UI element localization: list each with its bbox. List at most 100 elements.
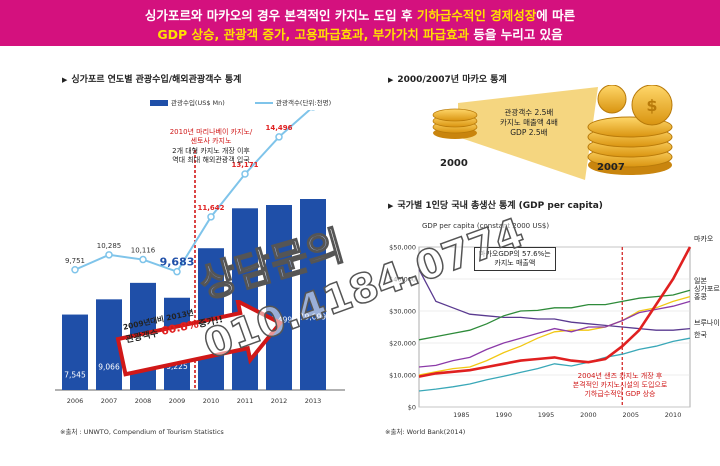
macau-callout-line: 관광객수 2.5배	[504, 108, 554, 117]
revenue-bar	[62, 314, 88, 390]
banner-text: 등을 누리고 있음	[469, 27, 563, 42]
visitor-point-label: 13,171	[231, 161, 258, 169]
gdp-annotation-line: 2004년 샌즈 카지노 개장 후	[577, 372, 663, 380]
visitor-point-label: 9,751	[65, 257, 85, 265]
y-tick-label: $10,000	[389, 372, 416, 380]
revenue-bar-label: 9,066	[98, 363, 120, 372]
header-banner: 싱가포르와 마카오의 경우 본격적인 카지노 도입 후 기하급수적인 경제성장에…	[0, 0, 720, 46]
revenue-bar	[266, 205, 292, 390]
banner-highlight: GDP 상승, 관광객 증가, 고용파급효과, 부가가치 파급효과	[157, 27, 470, 42]
series-label: 브루나이	[694, 318, 720, 327]
year-tick-label: 2009	[169, 397, 186, 405]
legend-bar-label: 관광수입(US$ Mn)	[171, 99, 225, 107]
visitor-point	[207, 213, 215, 221]
casino-annotation: 2010년 마리나베이 카지노/ 센토사 카지노 2개 대형 카지노 개장 이후…	[136, 128, 286, 166]
visitor-point	[105, 251, 113, 259]
visitor-point	[139, 255, 147, 264]
series-line	[418, 295, 691, 376]
macau-callout-line: 카지노 매출액 4배	[500, 118, 558, 128]
visitor-point-label: 9,683	[160, 256, 195, 269]
gdp-callout-line: 카지노 매출액	[494, 259, 536, 268]
visitor-point	[241, 170, 249, 178]
year-tick-label: 2012	[271, 397, 288, 405]
banner-highlight: 기하급수적인 경제성장	[416, 8, 537, 23]
macau-callout-line: GDP 2.5배	[510, 128, 548, 138]
year-tick-label: 2011	[237, 397, 254, 405]
annotation-line: 2개 대형 카지노 개장 이후	[172, 146, 250, 155]
macau-year-2007: 2007	[597, 162, 625, 173]
revenue-bar-label: 18,499	[266, 316, 292, 325]
banner-line-1: 싱가포르와 마카오의 경우 본격적인 카지노 도입 후 기하급수적인 경제성장에…	[0, 5, 720, 24]
visitor-line	[74, 110, 311, 273]
visitor-point-label: 11,642	[197, 204, 224, 212]
gdp-per-capita-chart: $0 $10,000 $20,000 $30,000 $40,000 $50,000 198…	[389, 235, 720, 419]
singapore-section-title: ▶ 싱가포르 연도별 관광수입/해외관광객수 통계	[62, 72, 241, 85]
x-tick-label: 1990	[495, 411, 512, 419]
singapore-title-text: 싱가포르 연도별 관광수입/해외관광객수 통계	[71, 75, 242, 85]
series-line	[418, 269, 691, 331]
singapore-source: ※출처 : UNWTO, Compendium of Tourism Stati…	[60, 428, 224, 436]
macau-section-title: ▶ 2000/2007년 마카오 통계	[388, 72, 507, 85]
gdp-annotation: 2004년 샌즈 카지노 개장 후 본격적인 카지노시설의 도입으로 기하급수적…	[545, 372, 695, 399]
year-tick-label: 2007	[101, 397, 118, 405]
growth-arrow	[115, 300, 284, 377]
x-tick-label: 1985	[453, 411, 470, 419]
series-line	[418, 289, 691, 341]
revenue-bar-label: 7,545	[64, 370, 86, 379]
visitor-point-label: 10,285	[97, 242, 122, 250]
series-label: 마카오	[694, 235, 714, 243]
series-line	[418, 337, 691, 392]
y-tick-label: $40,000	[389, 276, 416, 284]
y-tick-label: $50,000	[389, 244, 416, 252]
legend-line-label: 관광객수(단위:천명)	[276, 99, 332, 107]
legend-line: 관광객수(단위:천명)	[255, 97, 331, 107]
visitor-point	[173, 267, 181, 276]
year-tick-label: 2013	[305, 397, 322, 405]
x-tick-label: 2000	[580, 411, 597, 419]
y-tick-label: $30,000	[389, 308, 416, 316]
series-label: 일본	[694, 276, 707, 285]
y-tick-label: $20,000	[389, 340, 416, 348]
legend-bar-swatch	[150, 100, 168, 106]
series-label: 싱가포르	[694, 284, 720, 293]
visitor-point	[275, 133, 283, 141]
y-tick-label: $0	[408, 404, 416, 412]
gdp-callout-line: 마카오GDP의 57.6%는	[479, 250, 551, 258]
visitor-point-label: 10,116	[131, 247, 156, 255]
macau-coins-illustration: $	[432, 85, 673, 180]
annotation-line: 센토사 카지노	[190, 137, 232, 146]
macau-title-text: 2000/2007년 마카오 통계	[397, 75, 507, 85]
gdp-section-title: ▶ 국가별 1인당 국내 총생산 통계 (GDP per capita)	[388, 198, 603, 211]
triangle-bullet-icon: ▶	[388, 202, 394, 210]
x-tick-label: 2005	[622, 411, 639, 419]
revenue-bar	[300, 199, 326, 390]
coin-stack-large: $	[587, 85, 673, 175]
gdp-annotation-line: 기하급수적인 GDP 상승	[584, 390, 656, 399]
annotation-line: 2010년 마리나베이 카지노/	[169, 128, 253, 136]
gdp-title-text: 국가별 1인당 국내 총생산 통계 (GDP per capita)	[397, 201, 603, 211]
gdp-source: ※출처: World Bank(2014)	[385, 428, 466, 436]
legend-bar: 관광수입(US$ Mn)	[150, 97, 225, 107]
gdp-callout: 마카오GDP의 57.6%는 카지노 매출액	[474, 247, 556, 272]
x-tick-label: 2010	[665, 411, 682, 419]
revenue-bar-label: 9,225	[166, 362, 188, 371]
macau-callout: 관광객수 2.5배 카지노 매출액 4배 GDP 2.5배	[500, 108, 558, 138]
series-label: 한국	[694, 331, 707, 339]
triangle-bullet-icon: ▶	[388, 76, 394, 84]
gdp-axis-title: GDP per capita (constant 2000 US$)	[422, 222, 550, 230]
gdp-annotation-line: 본격적인 카지노시설의 도입으로	[572, 381, 668, 390]
triangle-bullet-icon: ▶	[62, 76, 68, 84]
year-tick-label: 2010	[203, 397, 220, 405]
svg-text:$: $	[646, 96, 657, 115]
series-line	[418, 300, 691, 368]
year-tick-label: 2006	[67, 397, 84, 405]
banner-text: 싱가포르와 마카오의 경우 본격적인 카지노 도입 후	[144, 8, 417, 23]
annotation-line: 역대 최대 해외관광객 입국	[172, 156, 250, 165]
year-tick-label: 2008	[135, 397, 152, 405]
revenue-bar-label: 19,099	[300, 313, 326, 322]
macau-year-2000: 2000	[440, 158, 468, 169]
series-line	[418, 246, 692, 378]
legend-line-swatch	[255, 102, 273, 104]
x-tick-label: 1995	[538, 411, 555, 419]
coin-stack-small	[432, 108, 478, 139]
